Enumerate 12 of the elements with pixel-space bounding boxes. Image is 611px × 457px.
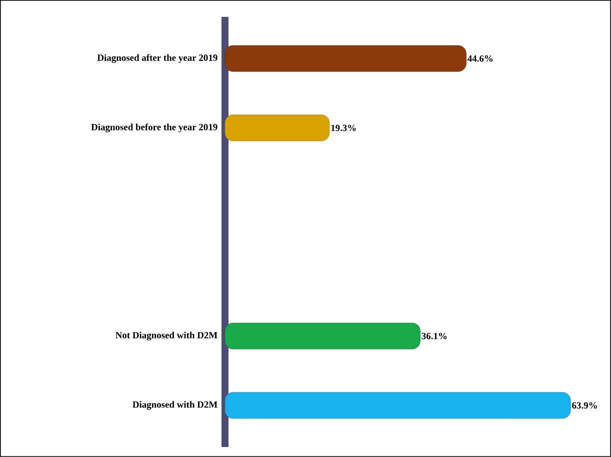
y-tick-label: Diagnosed after the year 2019 [97, 54, 218, 63]
bar [224, 114, 330, 142]
bar [224, 45, 466, 72]
y-tick-label: Not Diagnosed with D2M [116, 332, 218, 340]
data-label: 19.3% [331, 124, 356, 132]
y-tick-label: Diagnosed before the year 2019 [91, 124, 218, 132]
data-label: 63.9% [572, 402, 597, 409]
bar [224, 322, 420, 350]
bar [224, 392, 571, 419]
y-tick-label: Diagnosed with D2M [132, 401, 218, 410]
data-label: 44.6% [468, 55, 493, 62]
data-label: 36.1% [422, 332, 447, 340]
